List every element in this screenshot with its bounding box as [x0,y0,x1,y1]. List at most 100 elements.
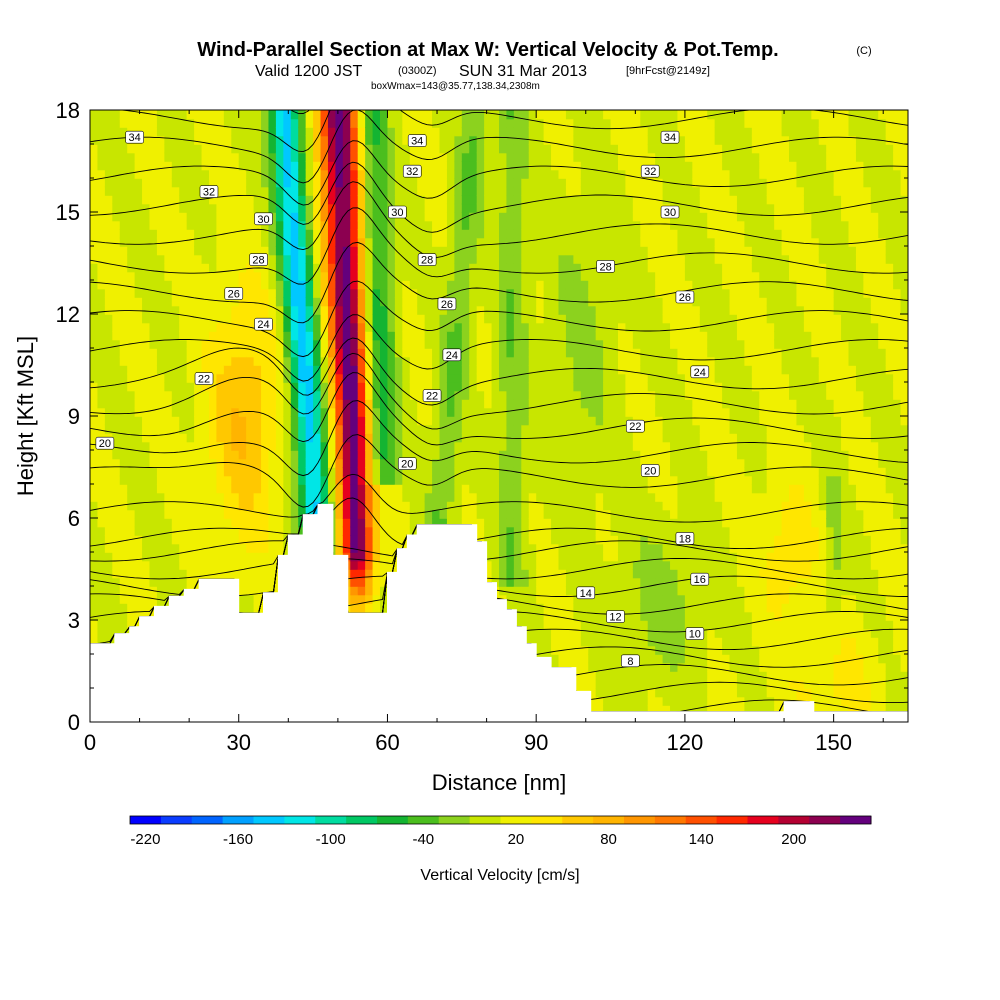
field-cell [476,161,485,171]
field-cell [164,203,173,213]
field-cell [275,229,285,239]
field-cell [275,280,285,290]
field-cell [223,348,233,358]
field-cell [208,297,218,307]
field-cell [104,509,114,519]
field-cell [171,178,181,188]
field-cell [283,229,292,239]
field-cell [142,263,151,273]
field-cell [90,441,99,451]
field-cell [90,552,99,562]
field-cell [104,586,114,596]
field-cell [469,365,478,375]
field-cell [432,152,441,162]
field-cell [528,441,537,451]
field-cell [521,441,530,451]
field-cell [350,509,359,519]
field-cell [528,237,537,247]
field-cell [439,407,448,417]
field-cell [134,382,143,392]
field-cell [528,611,537,621]
field-cell [201,407,210,417]
field-cell [305,212,314,222]
field-cell [439,424,448,434]
field-cell [305,254,314,264]
field-cell [580,518,590,528]
field-cell [313,229,322,239]
field-cell [97,161,106,171]
field-cell [90,467,99,477]
field-cell [439,467,448,477]
field-cell [551,348,560,358]
field-cell [350,169,359,179]
field-cell [290,280,300,290]
field-cell [402,263,411,273]
field-cell [231,365,240,375]
field-cell [558,314,567,324]
field-cell [335,220,344,230]
field-cell [164,535,173,545]
field-cell [216,280,225,290]
field-cell [179,288,188,298]
field-cell [119,356,128,366]
field-cell [171,416,181,426]
field-cell [454,280,463,290]
field-cell [275,501,285,511]
field-cell [223,314,233,324]
field-cell [298,110,307,120]
field-cell [394,186,404,196]
field-cell [521,586,530,596]
field-cell [543,271,552,281]
field-cell [432,492,441,502]
field-cell [394,297,404,307]
field-cell [320,331,329,341]
field-cell [424,331,433,341]
field-cell [142,518,151,528]
field-cell [313,450,322,460]
field-cell [327,339,337,349]
field-cell [186,254,195,264]
field-cell [156,416,166,426]
field-cell [268,560,277,570]
field-cell [357,560,366,570]
field-cell [365,280,374,290]
field-cell [357,178,366,188]
field-cell [573,152,582,162]
field-cell [603,620,612,630]
field-cell [327,254,337,264]
field-cell [595,654,604,664]
field-cell [573,407,582,417]
field-cell [127,118,136,128]
field-cell [536,492,545,502]
field-cell [506,484,515,494]
field-cell [387,237,396,247]
field-cell [261,152,270,162]
field-cell [253,416,262,426]
field-cell [208,178,218,188]
field-cell [134,288,143,298]
field-cell [558,246,567,256]
field-cell [350,152,359,162]
field-cell [261,484,270,494]
field-cell [142,416,151,426]
field-cell [588,237,597,247]
field-cell [112,195,121,205]
field-cell [261,407,270,417]
field-cell [231,271,240,281]
field-cell [156,127,166,137]
field-cell [90,118,99,128]
field-cell [164,186,173,196]
field-cell [543,220,552,230]
field-cell [238,229,247,239]
field-cell [513,169,523,179]
field-cell [268,271,277,281]
field-cell [164,501,173,511]
field-cell [439,441,448,451]
field-cell [216,229,225,239]
field-cell [543,594,552,604]
field-cell [387,135,396,145]
field-cell [275,169,285,179]
field-cell [394,356,404,366]
field-cell [90,637,99,647]
field-cell [513,594,523,604]
